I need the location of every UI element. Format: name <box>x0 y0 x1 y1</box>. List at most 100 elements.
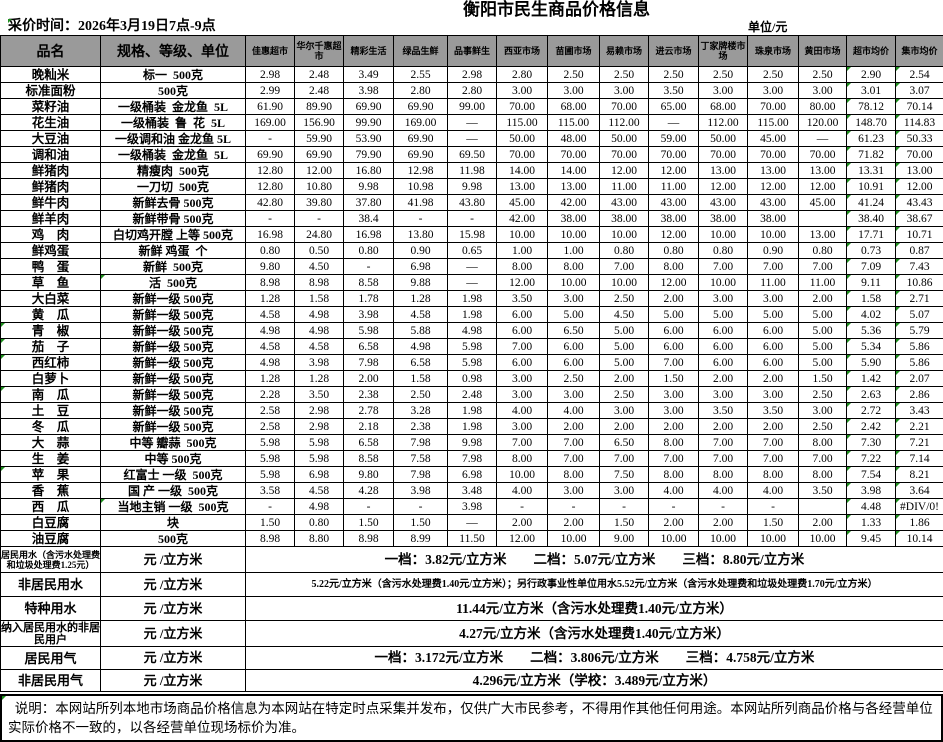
price-cell[interactable]: 3.98 <box>394 483 448 499</box>
price-cell[interactable]: 2.00 <box>799 515 847 531</box>
price-cell[interactable]: 69.90 <box>246 147 295 163</box>
price-cell[interactable]: 38.4 <box>344 211 394 227</box>
price-cell[interactable]: 10.00 <box>748 227 799 243</box>
price-cell[interactable]: 13.80 <box>394 227 448 243</box>
price-cell[interactable]: 12.00 <box>799 179 847 195</box>
price-cell[interactable]: 3.00 <box>497 419 548 435</box>
utility-name-cell[interactable]: 纳入居民用水的非居民用户 <box>1 621 101 647</box>
column-header[interactable]: 精彩生活 <box>344 36 394 67</box>
price-cell[interactable]: 3.98 <box>344 307 394 323</box>
price-cell[interactable]: 70.00 <box>649 147 699 163</box>
super-avg-cell[interactable]: 2.90 <box>847 67 896 83</box>
price-cell[interactable]: 2.50 <box>699 67 748 83</box>
price-cell[interactable]: 4.98 <box>448 323 497 339</box>
utility-value-cell[interactable]: 一档：3.172元/立方米 二档：3.806元/立方米 三档：4.758元/立方… <box>246 647 943 670</box>
super-avg-cell[interactable]: 2.42 <box>847 419 896 435</box>
price-cell[interactable]: 3.00 <box>600 483 649 499</box>
price-cell[interactable]: — <box>448 131 497 147</box>
price-cell[interactable]: 50.00 <box>600 131 649 147</box>
spec-cell[interactable]: 中等 瓣蒜 500克 <box>101 435 246 451</box>
price-cell[interactable]: 3.00 <box>699 83 748 99</box>
price-cell[interactable]: 53.90 <box>344 131 394 147</box>
price-cell[interactable]: 2.00 <box>699 515 748 531</box>
price-cell[interactable]: 3.49 <box>344 67 394 83</box>
price-cell[interactable]: 5.88 <box>394 323 448 339</box>
price-cell[interactable]: 8.80 <box>295 531 344 547</box>
price-cell[interactable]: 1.00 <box>497 243 548 259</box>
price-cell[interactable]: 4.28 <box>344 483 394 499</box>
price-cell[interactable]: 7.98 <box>344 355 394 371</box>
price-cell[interactable]: 1.98 <box>448 307 497 323</box>
price-cell[interactable]: 2.00 <box>649 291 699 307</box>
price-cell[interactable]: 12.98 <box>394 163 448 179</box>
price-cell[interactable]: 8.00 <box>548 259 600 275</box>
price-cell[interactable]: 42.80 <box>246 195 295 211</box>
price-cell[interactable]: 10.00 <box>548 531 600 547</box>
price-cell[interactable]: 79.90 <box>344 147 394 163</box>
price-cell[interactable]: 43.00 <box>600 195 649 211</box>
price-cell[interactable]: 13.00 <box>799 227 847 243</box>
price-cell[interactable]: 4.98 <box>295 323 344 339</box>
super-avg-cell[interactable]: 7.54 <box>847 467 896 483</box>
price-cell[interactable]: 3.50 <box>649 83 699 99</box>
column-header[interactable]: 珠泉市场 <box>748 36 799 67</box>
price-cell[interactable]: 11.00 <box>600 179 649 195</box>
market-avg-cell[interactable]: 7.21 <box>896 435 943 451</box>
price-cell[interactable]: 2.18 <box>344 419 394 435</box>
price-cell[interactable]: 11.98 <box>448 163 497 179</box>
price-cell[interactable]: — <box>799 131 847 147</box>
price-cell[interactable]: 2.98 <box>246 67 295 83</box>
price-cell[interactable]: 1.78 <box>344 291 394 307</box>
price-cell[interactable]: 10.00 <box>699 227 748 243</box>
price-cell[interactable]: 7.98 <box>394 467 448 483</box>
price-cell[interactable]: 3.00 <box>699 387 748 403</box>
price-cell[interactable]: 7.00 <box>548 451 600 467</box>
column-header[interactable]: 进云市场 <box>649 36 699 67</box>
market-avg-cell[interactable]: 70.14 <box>896 99 943 115</box>
price-cell[interactable]: 7.00 <box>799 451 847 467</box>
price-cell[interactable]: 6.58 <box>394 355 448 371</box>
price-cell[interactable]: 50.00 <box>497 131 548 147</box>
price-cell[interactable]: 11.00 <box>799 275 847 291</box>
product-name-cell[interactable]: 鲜猪肉 <box>1 163 101 179</box>
market-avg-cell[interactable]: 10.14 <box>896 531 943 547</box>
price-cell[interactable]: 5.00 <box>600 339 649 355</box>
price-cell[interactable]: 42.00 <box>548 195 600 211</box>
super-avg-cell[interactable]: 148.70 <box>847 115 896 131</box>
price-cell[interactable]: 4.00 <box>699 483 748 499</box>
super-avg-cell[interactable]: 0.73 <box>847 243 896 259</box>
product-name-cell[interactable]: 标准面粉 <box>1 83 101 99</box>
price-cell[interactable]: 38.00 <box>649 211 699 227</box>
price-cell[interactable]: - <box>448 211 497 227</box>
price-cell[interactable]: 8.00 <box>497 451 548 467</box>
price-cell[interactable]: - <box>548 499 600 515</box>
price-cell[interactable]: 0.80 <box>649 243 699 259</box>
product-name-cell[interactable]: 花生油 <box>1 115 101 131</box>
price-cell[interactable]: 3.00 <box>799 403 847 419</box>
market-avg-cell[interactable]: 50.33 <box>896 131 943 147</box>
price-cell[interactable]: 4.98 <box>295 499 344 515</box>
market-avg-cell[interactable]: 0.87 <box>896 243 943 259</box>
price-cell[interactable]: 7.98 <box>394 435 448 451</box>
price-cell[interactable]: 12.00 <box>699 179 748 195</box>
price-cell[interactable]: 0.80 <box>344 243 394 259</box>
price-cell[interactable]: 7.00 <box>497 435 548 451</box>
price-cell[interactable] <box>799 211 847 227</box>
market-avg-cell[interactable]: 3.07 <box>896 83 943 99</box>
price-cell[interactable]: 69.90 <box>344 99 394 115</box>
product-name-cell[interactable]: 黄 瓜 <box>1 307 101 323</box>
price-cell[interactable]: 6.98 <box>394 259 448 275</box>
price-cell[interactable]: 10.00 <box>799 531 847 547</box>
price-cell[interactable]: 7.00 <box>548 435 600 451</box>
spec-cell[interactable]: 一刀切 500克 <box>101 179 246 195</box>
price-cell[interactable]: 2.00 <box>699 371 748 387</box>
price-cell[interactable]: 65.00 <box>649 99 699 115</box>
spec-cell[interactable]: 一级桶装 金龙鱼 5L <box>101 147 246 163</box>
price-cell[interactable]: 4.50 <box>600 307 649 323</box>
utility-value-cell[interactable]: 5.22元/立方米（含污水处理费1.40元/立方米）；另行政事业性单位用水5.5… <box>246 573 943 597</box>
price-cell[interactable]: 70.00 <box>600 99 649 115</box>
column-header[interactable]: 集市均价 <box>896 36 943 67</box>
price-cell[interactable]: 43.00 <box>649 195 699 211</box>
price-cell[interactable]: - <box>699 499 748 515</box>
price-cell[interactable]: 5.98 <box>295 435 344 451</box>
